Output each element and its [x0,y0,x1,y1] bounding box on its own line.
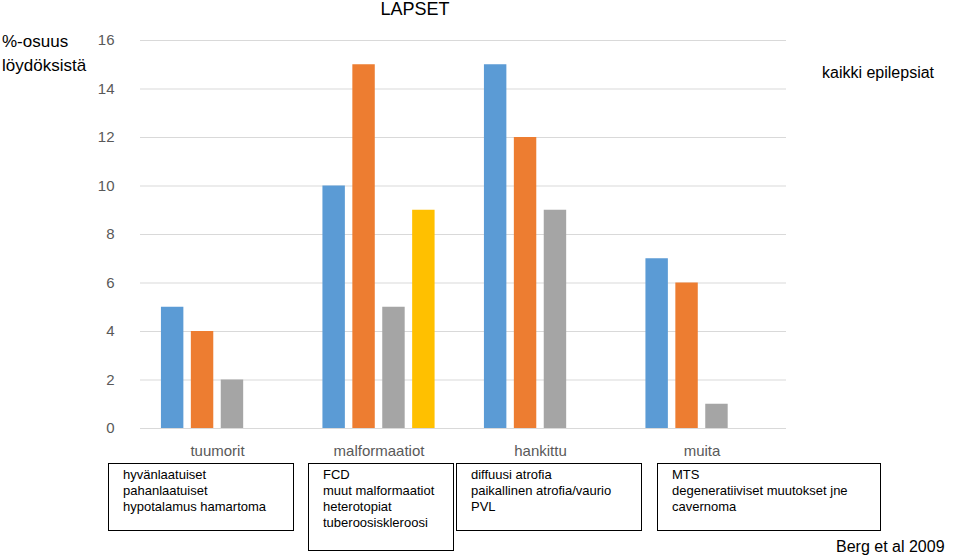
html-text:hypotalamus hamartoma: hypotalamus hamartoma [123,499,267,514]
html-text:muut malformaatiot: muut malformaatiot [323,483,435,498]
svg-text:12: 12 [98,128,115,145]
html-text:Berg et al 2009: Berg et al 2009 [836,538,945,555]
html-text:cavernoma: cavernoma [672,499,737,514]
html-text:heterotopiat: heterotopiat [323,499,392,514]
html-text:PVL: PVL [471,499,496,514]
html-text:FCD: FCD [323,467,350,482]
svg-text:16: 16 [98,31,115,48]
html-text:degeneratiiviset muutokset jne: degeneratiiviset muutokset jne [672,483,848,498]
svg-text:hankittu: hankittu [514,442,567,459]
svg-text:2: 2 [106,371,114,388]
svg-text:malformaatiot: malformaatiot [334,442,426,459]
svg-text:6: 6 [106,274,114,291]
svg-text:10: 10 [98,177,115,194]
svg-text:4: 4 [106,322,114,339]
svg-text:0: 0 [106,419,114,436]
svg-text:tuumorit: tuumorit [190,442,245,459]
svg-text:muita: muita [684,442,721,459]
html-text:MTS: MTS [672,467,700,482]
svg-text:8: 8 [106,225,114,242]
svg-text:14: 14 [98,80,115,97]
html-text:kaikki epilepsiat: kaikki epilepsiat [822,64,935,81]
html-text:diffuusi atrofia: diffuusi atrofia [471,467,552,482]
html-text:pahanlaatuiset: pahanlaatuiset [123,483,208,498]
html-text:%-osuus löydöksistä: %-osuus löydöksistä [2,32,87,75]
html-text:LAPSET: LAPSET [380,0,450,19]
html-text:hyvänlaatuiset: hyvänlaatuiset [123,467,207,482]
html-text:paikallinen atrofia/vaurio: paikallinen atrofia/vaurio [471,483,612,498]
html-text:tuberoosiskleroosi: tuberoosiskleroosi [323,515,428,530]
